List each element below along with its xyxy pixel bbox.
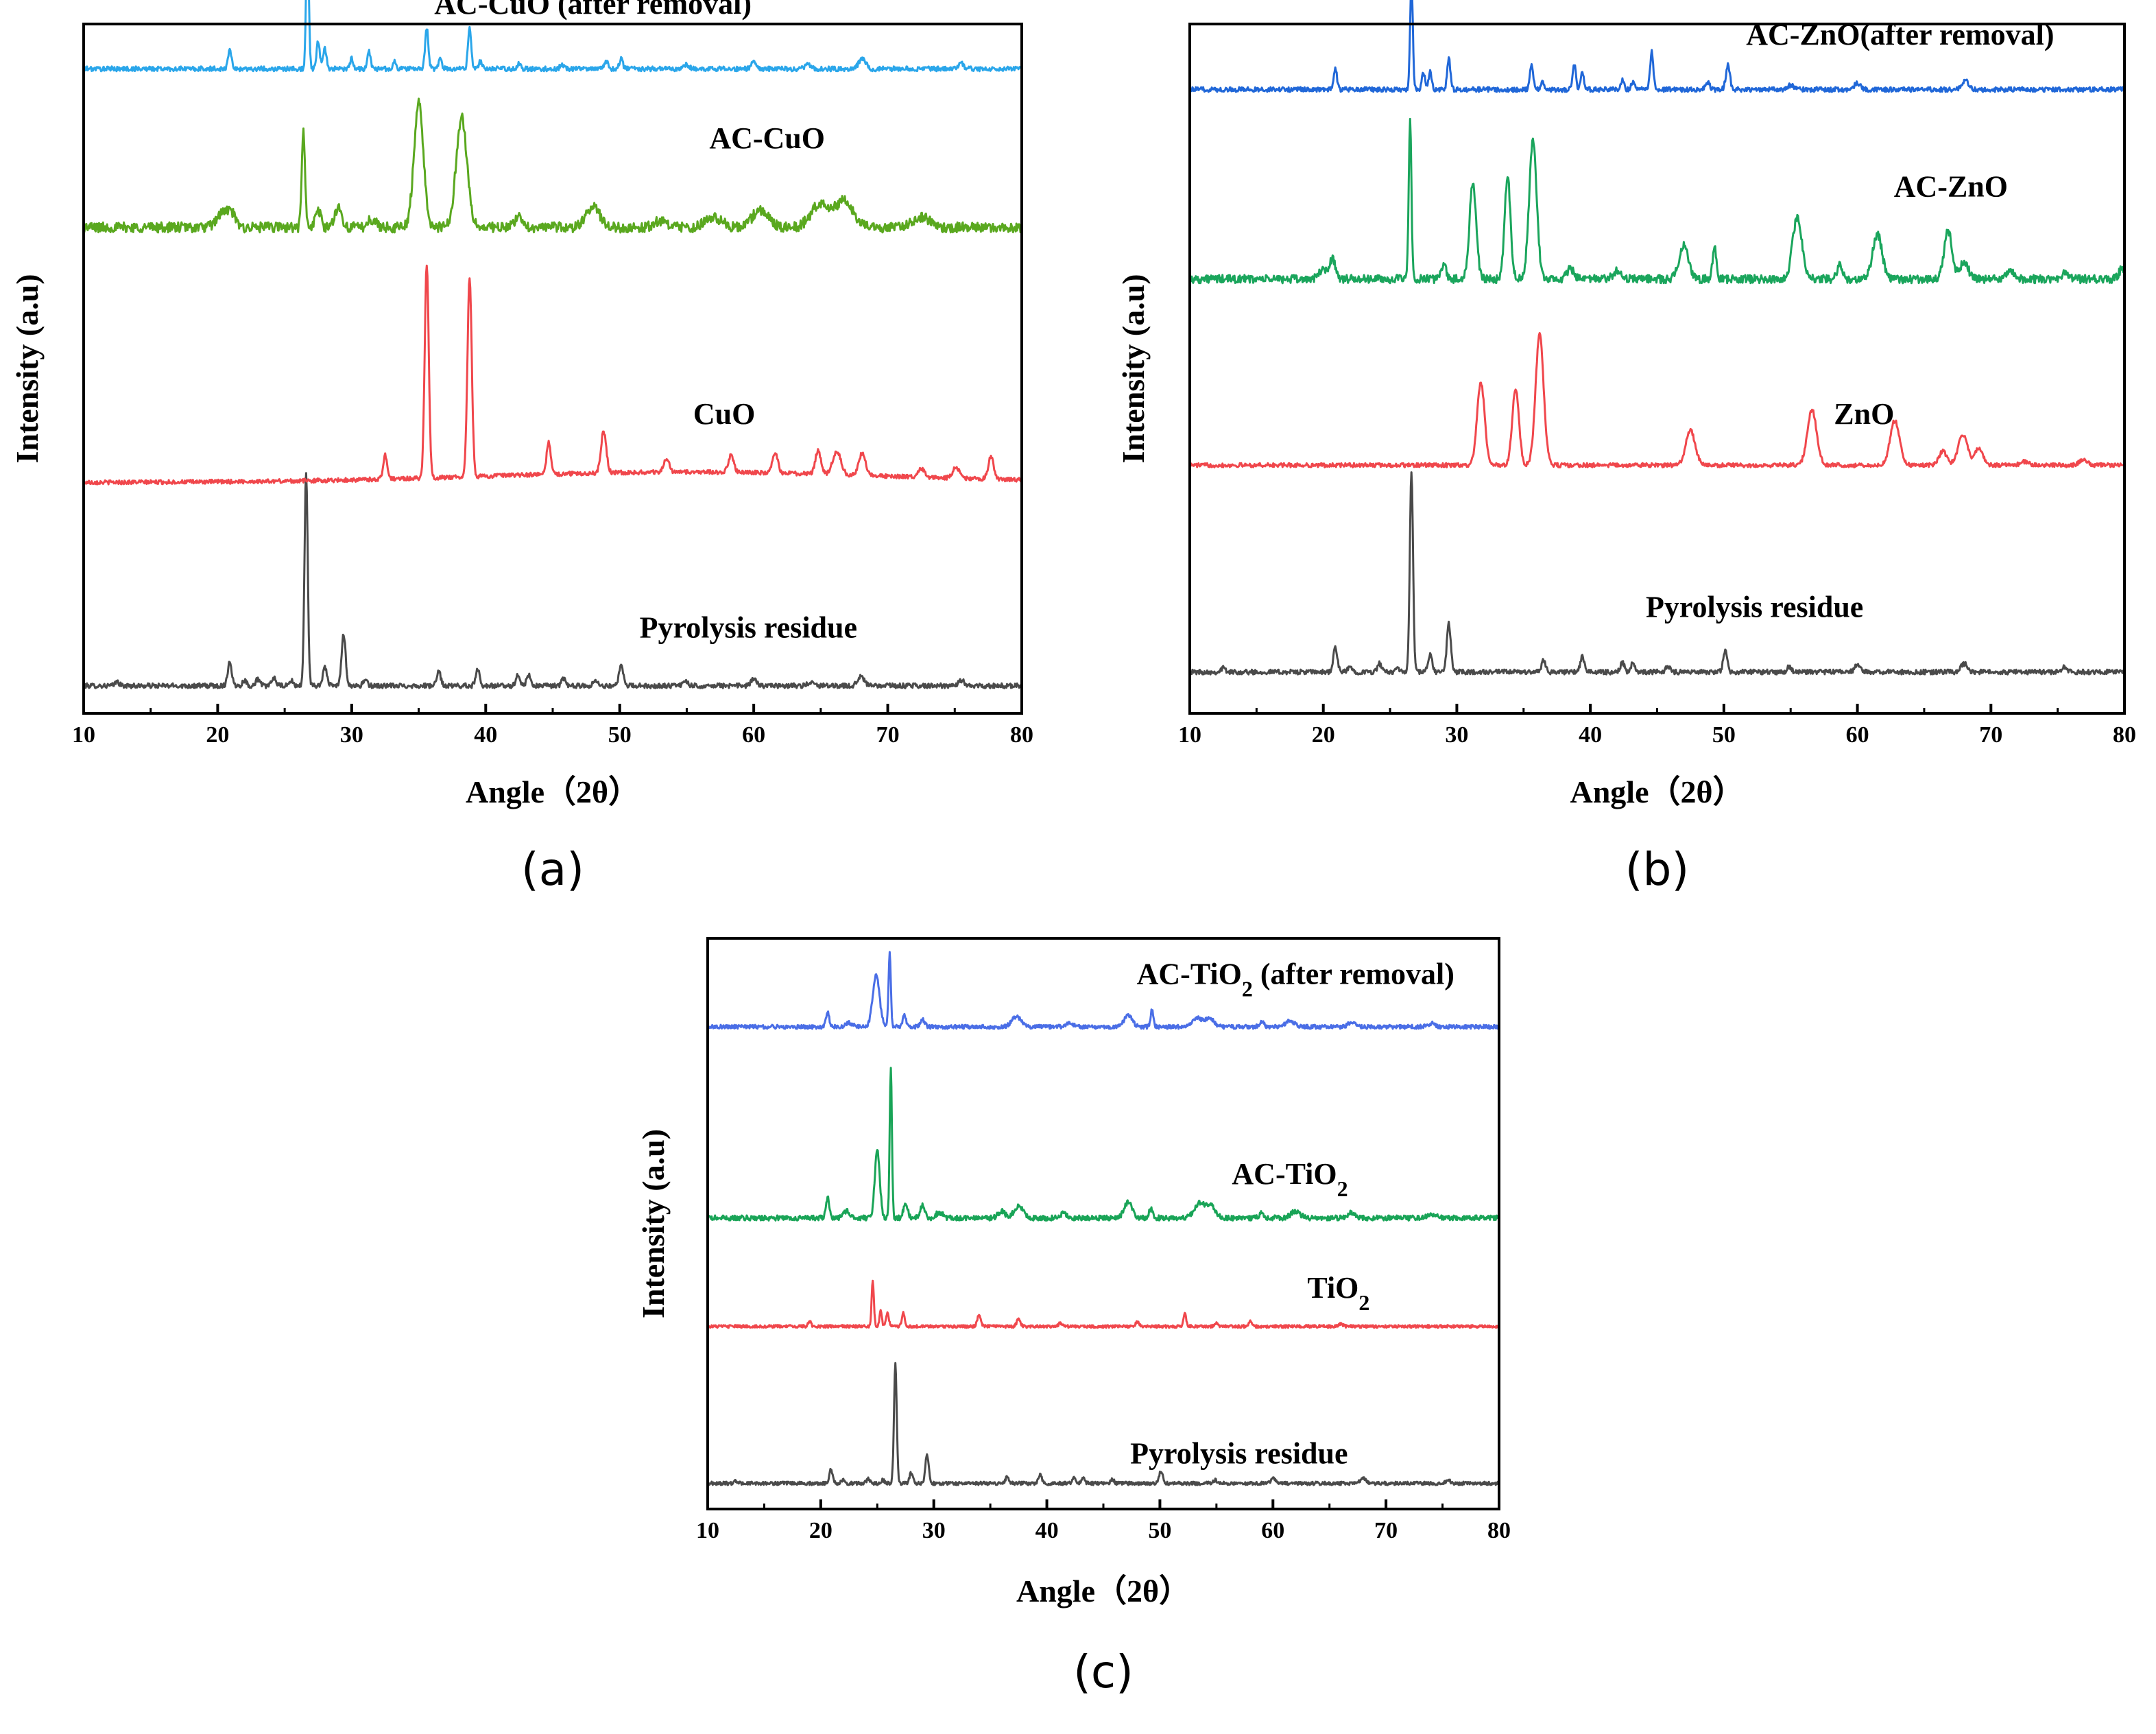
- series-line-zno: [1188, 332, 2126, 468]
- x-tick-label: 50: [1148, 1518, 1171, 1543]
- x-tick-label: 50: [608, 722, 632, 748]
- x-tick-label: 70: [1374, 1518, 1398, 1543]
- series-line-ac-cuo: [82, 97, 1023, 234]
- series-label: AC-CuO: [709, 121, 825, 155]
- series-label: Pyrolysis residue: [1646, 590, 1863, 623]
- x-tick-label: 60: [1846, 722, 1869, 748]
- x-tick-label: 20: [206, 722, 229, 748]
- series-line-tio2: [706, 1279, 1500, 1329]
- x-tick-label: 80: [2113, 722, 2136, 748]
- series-label: ZnO: [1834, 397, 1894, 431]
- series-line-pyrolysis-residue: [1189, 471, 2125, 676]
- series-label: Pyrolysis residue: [640, 610, 857, 644]
- panel-label: (a): [521, 843, 584, 896]
- y-axis-title: Intensity (a.u): [1116, 274, 1151, 463]
- series-line-pyrolysis-residue: [706, 1362, 1500, 1486]
- panel-label: (c): [1073, 1646, 1134, 1698]
- x-tick-label: 30: [340, 722, 363, 748]
- x-tick-label: 30: [922, 1518, 946, 1543]
- x-tick-label: 40: [1035, 1518, 1059, 1543]
- x-tick-label: 30: [1445, 722, 1468, 748]
- x-tick-label: 10: [696, 1518, 719, 1543]
- x-tick-label: 40: [1579, 722, 1602, 748]
- x-axis-title: Angle（2θ）: [1016, 1573, 1190, 1608]
- x-tick-label: 10: [1178, 722, 1201, 748]
- x-tick-label: 60: [742, 722, 765, 748]
- series-label: AC-CuO (after removal): [434, 0, 752, 21]
- series-line-ac-cuo-after-removal-: [82, 0, 1022, 73]
- series-line-cuo: [83, 264, 1023, 486]
- series-label: CuO: [693, 397, 755, 431]
- panel-label: (b): [1625, 843, 1689, 896]
- x-axis-title: Angle（2θ）: [1570, 774, 1744, 809]
- series-label: TiO2: [1307, 1271, 1369, 1315]
- x-tick-label: 20: [1312, 722, 1335, 748]
- x-tick-label: 80: [1487, 1518, 1511, 1543]
- chart-panel-c: Pyrolysis residue TiO2 AC-TiO2 AC-TiO2 (aft…: [636, 937, 1511, 1698]
- plot-frame: [82, 23, 1023, 715]
- x-tick-label: 60: [1261, 1518, 1284, 1543]
- x-axis-title: Angle（2θ）: [466, 774, 640, 809]
- series-line-ac-tio2: [707, 1067, 1500, 1222]
- x-tick-label: 40: [474, 722, 497, 748]
- x-tick-label: 70: [876, 722, 900, 748]
- x-tick-label: 10: [72, 722, 95, 748]
- series-label: AC-ZnO: [1894, 169, 2008, 203]
- series-line-ac-zno: [1188, 117, 2126, 285]
- x-tick-label: 50: [1712, 722, 1736, 748]
- chart-panel-a: Pyrolysis residue CuO AC-CuO AC-CuO (after …: [10, 0, 1033, 896]
- x-tick-label: 80: [1010, 722, 1033, 748]
- series-line-pyrolysis-residue: [82, 472, 1023, 689]
- series-line-ac-zno-after-removal-: [1189, 0, 2126, 93]
- y-axis-title: Intensity (a.u): [10, 274, 45, 463]
- series-label: Pyrolysis residue: [1130, 1436, 1348, 1470]
- series-label: AC-TiO2: [1232, 1157, 1348, 1201]
- x-tick-label: 70: [1979, 722, 2002, 748]
- series-label: AC-TiO2 (after removal): [1137, 958, 1454, 1001]
- series-line-ac-tio2-after-removal-: [706, 951, 1500, 1030]
- y-axis-title: Intensity (a.u): [636, 1129, 671, 1318]
- x-tick-label: 20: [809, 1518, 833, 1543]
- plot-frame: [706, 937, 1500, 1510]
